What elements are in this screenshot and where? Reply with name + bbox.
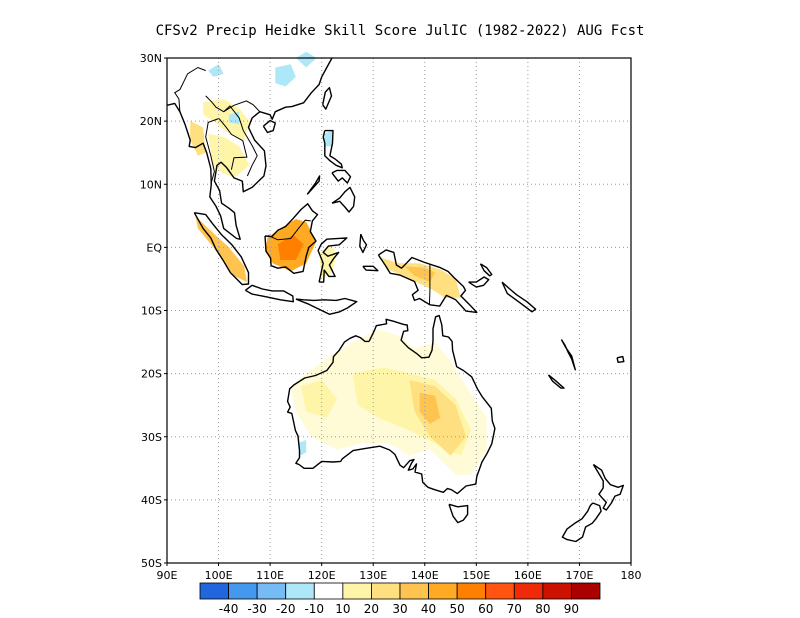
lon-tick-label: 90E bbox=[157, 569, 178, 582]
border-myanmar-thai-border bbox=[205, 118, 219, 185]
coastline-new-ireland bbox=[479, 263, 493, 277]
colorbar-swatch bbox=[571, 582, 601, 600]
lat-tick-label: 10N bbox=[140, 178, 162, 191]
coastline-palawan bbox=[306, 175, 321, 195]
colorbar-swatch bbox=[342, 582, 372, 600]
coastline-sulawesi bbox=[317, 237, 348, 283]
coastline-visayas bbox=[331, 169, 352, 184]
lat-tick-label: 30S bbox=[141, 431, 162, 444]
colorbar-swatch bbox=[399, 582, 429, 600]
lat-tick-label: 30N bbox=[140, 52, 162, 65]
coastline-hainan bbox=[262, 119, 276, 134]
border-thai-laos-border bbox=[218, 118, 248, 170]
coastline-lesser-sunda bbox=[295, 297, 358, 315]
skill-region-borneo-core bbox=[277, 234, 304, 260]
graticule bbox=[167, 58, 631, 563]
lat-tick-label: 50S bbox=[141, 557, 162, 570]
coastline-sumatra bbox=[193, 212, 250, 286]
map-title: CFSv2 Precip Heidke Skill Score JulIC (1… bbox=[156, 23, 645, 39]
border-png-border bbox=[428, 263, 431, 305]
coastline-borneo bbox=[264, 203, 319, 274]
coastline-australia bbox=[286, 314, 496, 495]
colorbar-swatch bbox=[228, 582, 258, 600]
colorbar-label: -20 bbox=[276, 602, 296, 616]
border-borneo-border bbox=[267, 219, 311, 241]
lon-tick-label: 180 bbox=[621, 569, 642, 582]
colorbar-swatch bbox=[428, 582, 458, 600]
border-bangladesh-border bbox=[173, 66, 206, 112]
skill-region-china-coast-blue bbox=[295, 51, 317, 68]
border-china-south-border bbox=[205, 95, 261, 113]
skill-region-sumatra bbox=[195, 215, 247, 283]
colorbar-swatch bbox=[513, 582, 544, 600]
lon-tick-label: 140E bbox=[411, 569, 439, 582]
map-plot-area bbox=[166, 51, 632, 564]
colorbar-swatch bbox=[542, 582, 572, 600]
colorbar-swatch bbox=[371, 582, 401, 600]
coastlines bbox=[166, 57, 625, 543]
coastline-asia-mainland bbox=[166, 57, 333, 240]
country-borders bbox=[173, 66, 431, 305]
lat-tick-label: 20N bbox=[140, 115, 162, 128]
coastline-vanuatu bbox=[560, 339, 576, 371]
colorbar-label: 10 bbox=[335, 602, 350, 616]
lon-tick-label: 130E bbox=[359, 569, 387, 582]
colorbar-swatch bbox=[285, 582, 315, 600]
skill-region-australia-lake-eyre bbox=[419, 392, 441, 425]
skill-region-philippines-blue bbox=[324, 130, 332, 147]
colorbar: -40 -30 -20 -10 10 20 30 40 50 60 70 80 90 bbox=[199, 582, 601, 616]
lon-tick-label: 110E bbox=[256, 569, 284, 582]
coastline-seram bbox=[362, 265, 379, 272]
lat-tick-label: EQ bbox=[146, 241, 162, 254]
skill-region-australia-west bbox=[301, 379, 338, 418]
border-laos-vietnam-border bbox=[223, 105, 258, 177]
skill-score-shading bbox=[190, 51, 487, 475]
coastline-fiji bbox=[616, 355, 625, 363]
coastline-solomon-islands bbox=[501, 281, 537, 313]
skill-region-myanmar-coast bbox=[190, 121, 206, 156]
colorbar-label: 30 bbox=[392, 602, 407, 616]
skill-region-tibet-blue bbox=[208, 64, 224, 77]
coastline-new-guinea bbox=[377, 249, 478, 314]
lon-tick-label: 170E bbox=[565, 569, 593, 582]
coastline-tasmania bbox=[448, 503, 469, 524]
colorbar-label: 40 bbox=[421, 602, 436, 616]
skill-region-china-south-blue bbox=[275, 64, 296, 87]
coastline-halmahera bbox=[359, 233, 368, 254]
coastline-nz-south-island bbox=[561, 502, 602, 543]
skill-region-indochina-north bbox=[203, 99, 250, 141]
lon-tick-label: 150E bbox=[462, 569, 490, 582]
colorbar-swatch bbox=[313, 582, 344, 600]
colorbar-label: -40 bbox=[219, 602, 239, 616]
skill-region-new-guinea-core bbox=[404, 266, 436, 283]
coastline-new-caledonia bbox=[547, 374, 565, 389]
colorbar-label: 60 bbox=[478, 602, 493, 616]
colorbar-swatch bbox=[199, 582, 229, 600]
colorbar-swatch bbox=[256, 582, 287, 600]
skill-region-australia-sw-blue bbox=[298, 439, 307, 456]
coastline-java bbox=[244, 284, 294, 303]
lon-tick-label: 120E bbox=[308, 569, 336, 582]
lon-tick-label: 160E bbox=[514, 569, 542, 582]
coastline-nz-north-island bbox=[592, 463, 624, 511]
coastline-mindanao bbox=[331, 186, 356, 213]
lat-tick-label: 40S bbox=[141, 494, 162, 507]
lat-tick-label: 20S bbox=[141, 368, 162, 381]
colorbar-label: 70 bbox=[507, 602, 522, 616]
coastline-luzon bbox=[322, 129, 343, 169]
colorbar-swatch bbox=[485, 582, 515, 600]
colorbar-label: -30 bbox=[247, 602, 267, 616]
lat-tick-label: 10S bbox=[141, 305, 162, 318]
colorbar-swatch bbox=[456, 582, 487, 600]
colorbar-label: 80 bbox=[535, 602, 550, 616]
colorbar-label: 20 bbox=[364, 602, 379, 616]
lon-tick-label: 100E bbox=[205, 569, 233, 582]
colorbar-label: 90 bbox=[564, 602, 579, 616]
colorbar-label: -10 bbox=[304, 602, 324, 616]
coastline-taiwan bbox=[322, 86, 333, 110]
coastline-new-britain bbox=[468, 276, 490, 288]
colorbar-label: 50 bbox=[450, 602, 465, 616]
